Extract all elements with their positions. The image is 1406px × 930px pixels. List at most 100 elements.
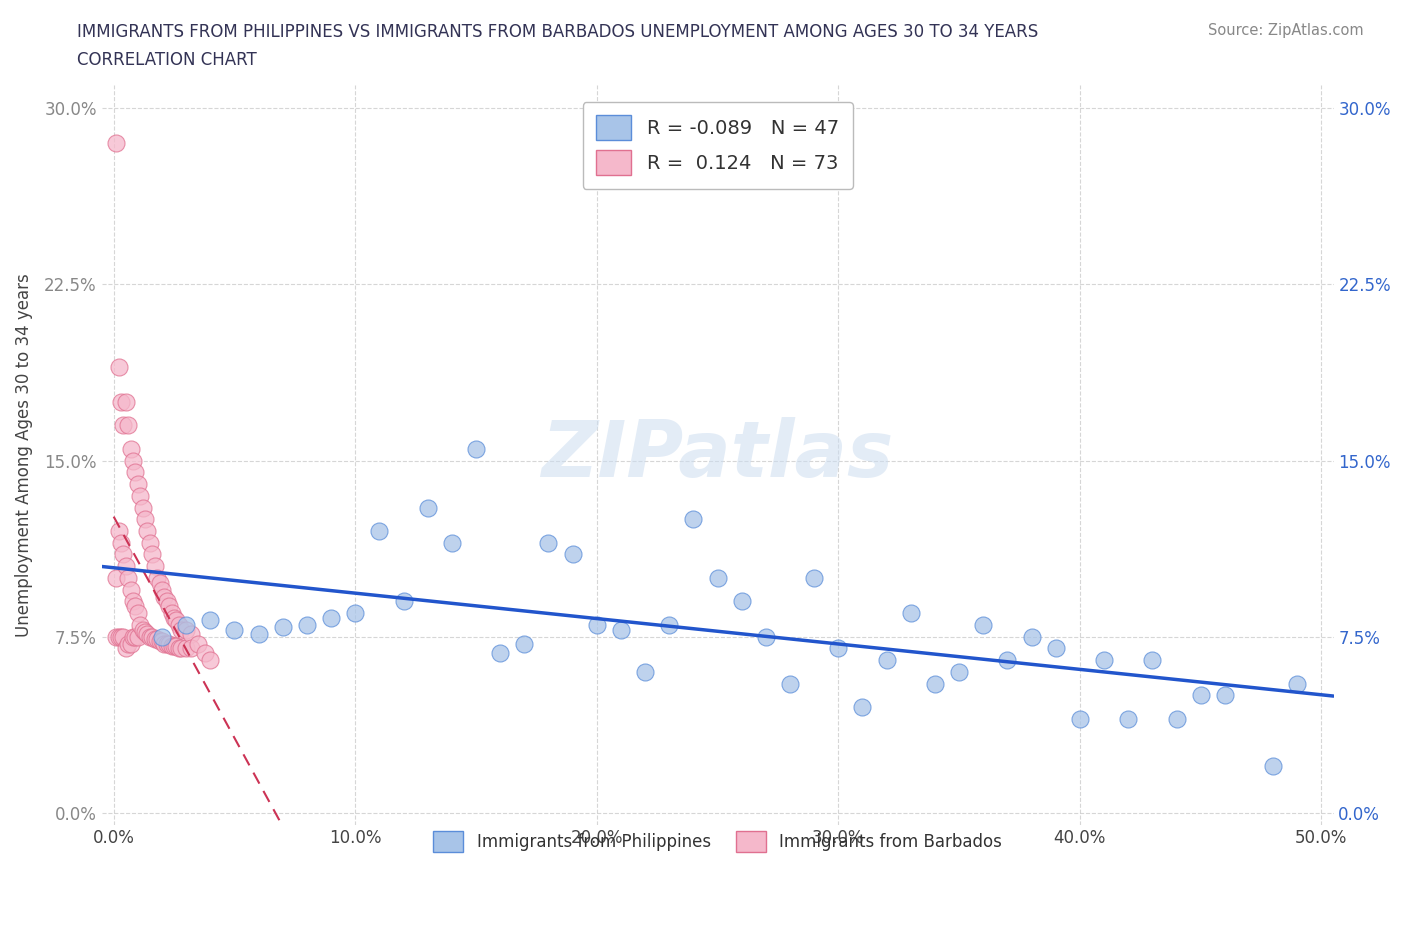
Point [247, 627, 270, 642]
Point [114, 641, 136, 656]
Point [200, 613, 222, 628]
Point [139, 536, 162, 551]
Point [143, 559, 166, 574]
Point [610, 622, 633, 637]
Point [124, 465, 146, 480]
Point [174, 622, 197, 637]
Point [167, 641, 190, 656]
Point [344, 605, 367, 620]
Text: CORRELATION CHART: CORRELATION CHART [77, 51, 257, 69]
Point [131, 622, 153, 637]
Point [392, 594, 415, 609]
Point [150, 630, 173, 644]
Point [131, 500, 153, 515]
Point [803, 570, 825, 585]
Point [779, 676, 801, 691]
Point [157, 599, 180, 614]
Point [136, 627, 159, 642]
Point [295, 618, 318, 632]
Point [124, 630, 146, 644]
Point [948, 664, 970, 679]
Point [634, 664, 657, 679]
Point [851, 699, 873, 714]
Point [224, 622, 246, 637]
Point [112, 547, 135, 562]
Text: ZIPatlas: ZIPatlas [541, 417, 894, 493]
Point [170, 641, 193, 656]
Point [105, 570, 128, 585]
Point [120, 582, 142, 597]
Y-axis label: Unemployment Among Ages 30 to 34 years: Unemployment Among Ages 30 to 34 years [15, 272, 32, 636]
Point [112, 630, 135, 644]
Point [163, 639, 186, 654]
Point [1213, 688, 1236, 703]
Point [110, 394, 132, 409]
Point [706, 570, 728, 585]
Point [561, 547, 583, 562]
Point [180, 641, 202, 656]
Point [105, 136, 128, 151]
Point [134, 625, 156, 640]
Point [117, 636, 139, 651]
Point [924, 676, 946, 691]
Point [148, 634, 170, 649]
Point [174, 641, 197, 656]
Point [143, 631, 166, 646]
Point [150, 582, 173, 597]
Legend: Immigrants from Philippines, Immigrants from Barbados: Immigrants from Philippines, Immigrants … [425, 822, 1011, 860]
Point [1261, 758, 1284, 773]
Point [110, 536, 132, 551]
Point [513, 636, 536, 651]
Point [112, 418, 135, 432]
Point [180, 627, 202, 642]
Point [1116, 711, 1139, 726]
Point [156, 636, 179, 651]
Point [124, 599, 146, 614]
Point [117, 418, 139, 432]
Point [167, 618, 190, 632]
Point [157, 636, 180, 651]
Point [156, 594, 179, 609]
Point [1166, 711, 1188, 726]
Point [114, 559, 136, 574]
Point [537, 536, 560, 551]
Point [1045, 641, 1067, 656]
Point [129, 618, 152, 632]
Point [127, 476, 149, 491]
Point [114, 394, 136, 409]
Point [148, 576, 170, 591]
Point [997, 653, 1019, 668]
Point [122, 630, 145, 644]
Point [900, 605, 922, 620]
Point [134, 512, 156, 526]
Point [200, 653, 222, 668]
Point [827, 641, 849, 656]
Point [1189, 688, 1212, 703]
Point [139, 630, 162, 644]
Point [1021, 630, 1043, 644]
Point [136, 524, 159, 538]
Point [146, 570, 169, 585]
Point [107, 630, 129, 644]
Point [440, 536, 463, 551]
Point [127, 630, 149, 644]
Point [1142, 653, 1164, 668]
Point [271, 619, 294, 634]
Point [755, 630, 778, 644]
Point [972, 618, 994, 632]
Point [160, 605, 183, 620]
Point [107, 359, 129, 374]
Point [368, 524, 391, 538]
Point [682, 512, 704, 526]
Point [174, 618, 197, 632]
Point [117, 570, 139, 585]
Point [122, 594, 145, 609]
Point [160, 639, 183, 654]
Point [465, 442, 488, 457]
Point [141, 630, 163, 644]
Point [187, 636, 209, 651]
Point [129, 488, 152, 503]
Point [1092, 653, 1115, 668]
Point [107, 524, 129, 538]
Point [120, 636, 142, 651]
